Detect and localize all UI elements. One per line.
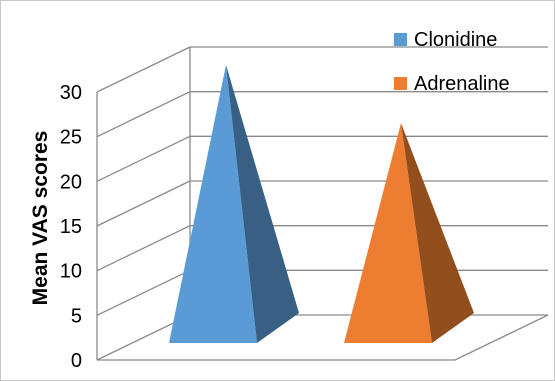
- chart-bars: [169, 65, 474, 344]
- bar-side-face: [401, 123, 474, 343]
- legend-swatch: [394, 33, 407, 46]
- legend-swatch: [394, 77, 407, 90]
- bar-front-face: [344, 123, 432, 343]
- bar-clonidine: [169, 65, 299, 344]
- gridline-side: [96, 46, 191, 93]
- legend: Clonidine Adrenaline: [394, 29, 510, 95]
- y-tick-label: 25: [60, 127, 82, 149]
- legend-label: Clonidine: [414, 29, 497, 51]
- y-tick-label: 0: [71, 350, 82, 372]
- gridline-side: [96, 180, 191, 227]
- y-tick-label: 20: [60, 171, 82, 193]
- y-tick-labels: 0 5 10 15 20 25 30: [60, 82, 82, 372]
- gridline-side: [96, 269, 191, 316]
- bar-side-face: [226, 65, 299, 344]
- y-axis-label: Mean VAS scores: [29, 131, 52, 306]
- y-tick-label: 30: [60, 82, 82, 104]
- legend-label: Adrenaline: [414, 73, 510, 95]
- gridline-side: [96, 135, 191, 182]
- bar-adrenaline: [344, 123, 474, 343]
- bar-front-face: [169, 65, 257, 344]
- y-tick-label: 15: [60, 216, 82, 238]
- y-tick-label: 5: [71, 305, 82, 327]
- y-tick-label: 10: [60, 261, 82, 283]
- gridline-side: [96, 225, 191, 272]
- gridline-side: [96, 91, 191, 138]
